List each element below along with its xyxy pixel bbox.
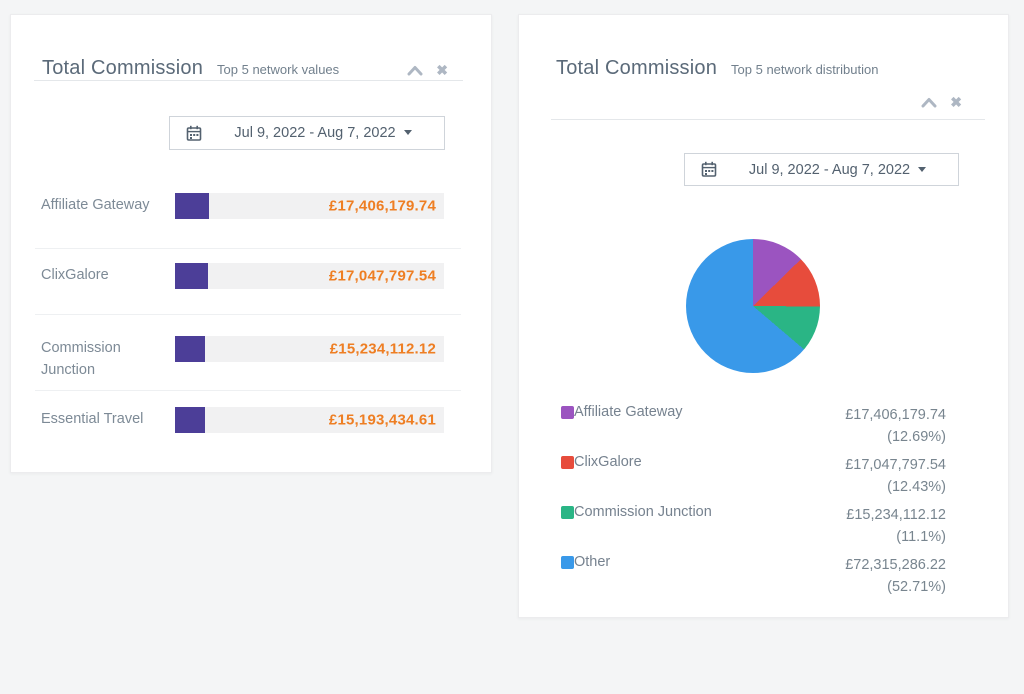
pie-chart [686,239,820,373]
legend-swatch [561,456,574,469]
bar-category-label: Affiliate Gateway [41,197,150,213]
legend-value: £17,406,179.74 [845,407,946,423]
legend-row: Other £72,315,286.22 (52.71%) [561,554,946,598]
header-divider [551,119,985,120]
close-icon[interactable]: ✖ [436,62,448,78]
legend-percent: (12.69%) [887,429,946,445]
bar-row: ClixGalore £17,047,797.54 [41,263,444,289]
legend-label: Commission Junction [574,504,712,520]
legend-label: Affiliate Gateway [574,404,683,420]
bar-fill [175,407,205,433]
bar-value: £15,234,112.12 [329,340,436,358]
legend-values: £17,406,179.74 (12.69%) [845,404,946,448]
legend-swatch [561,406,574,419]
card-header: Total Commission Top 5 network distribut… [556,57,878,80]
bar-track: £15,193,434.61 [175,407,444,433]
legend-row: Affiliate Gateway £17,406,179.74 (12.69%… [561,404,946,448]
legend-percent: (12.43%) [887,479,946,495]
legend-value: £15,234,112.12 [846,507,946,523]
legend-key: Affiliate Gateway [561,404,683,421]
bar-value: £17,406,179.74 [328,197,436,215]
legend-key: Other [561,554,610,571]
date-range-value: Jul 9, 2022 - Aug 7, 2022 [717,162,958,178]
bar-fill [175,336,205,362]
bar-row: Affiliate Gateway £17,406,179.74 [41,193,444,219]
card-title: Total Commission [556,57,718,79]
date-range-picker[interactable]: Jul 9, 2022 - Aug 7, 2022 [169,116,445,150]
legend-percent: (11.1%) [896,529,946,545]
legend-label: ClixGalore [574,454,642,470]
date-range-label: Jul 9, 2022 - Aug 7, 2022 [748,161,911,178]
bar-track: £17,406,179.74 [175,193,444,219]
date-range-label: Jul 9, 2022 - Aug 7, 2022 [234,125,396,141]
card-subtitle: Top 5 network distribution [731,62,879,77]
legend-key: ClixGalore [561,454,642,471]
bar-row: Essential Travel £15,193,434.61 [41,407,444,433]
row-separator [35,390,461,391]
bar-category-label: ClixGalore [41,267,109,283]
chevron-up-icon [407,65,423,75]
row-separator [35,314,461,315]
bar-track: £15,234,112.12 [175,336,444,362]
card-title: Total Commission [42,57,204,79]
bar-track: £17,047,797.54 [175,263,444,289]
caret-down-icon [918,166,927,172]
legend-value: £72,315,286.22 [845,557,946,573]
legend-row: ClixGalore £17,047,797.54 (12.43%) [561,454,946,498]
legend-swatch [561,556,574,569]
card-controls: ✖ [407,63,448,77]
bar-row: Commission Junction £15,234,112.12 [41,336,444,381]
collapse-button[interactable] [407,65,423,76]
card-header: Total Commission Top 5 network values [42,57,339,80]
legend-row: Commission Junction £15,234,112.12 (11.1… [561,504,946,548]
chevron-up-icon [921,97,937,107]
close-icon[interactable]: ✖ [950,94,962,110]
bar-fill [175,193,210,219]
calendar-icon [186,125,202,142]
row-separator [35,248,461,249]
total-commission-values-card: Total Commission Top 5 network values ✖ [10,14,492,473]
bar-fill [175,263,209,289]
legend-label: Other [574,554,611,570]
collapse-button[interactable] [921,97,937,108]
legend-values: £17,047,797.54 (12.43%) [845,454,946,498]
legend-value: £17,047,797.54 [845,457,946,473]
card-controls: ✖ [921,95,962,109]
date-range-value: Jul 9, 2022 - Aug 7, 2022 [202,125,444,141]
legend-swatch [561,506,574,519]
date-range-picker[interactable]: Jul 9, 2022 - Aug 7, 2022 [684,153,959,186]
legend-key: Commission Junction [561,504,712,521]
bar-category-label: Essential Travel [41,411,144,427]
card-subtitle: Top 5 network values [217,62,340,77]
bar-category-label: Commission Junction [41,340,121,378]
legend-values: £15,234,112.12 (11.1%) [846,504,946,548]
bar-value: £15,193,434.61 [328,411,436,429]
bar-value: £17,047,797.54 [328,267,436,285]
header-divider [34,80,463,81]
legend-percent: (52.71%) [887,579,946,595]
legend-values: £72,315,286.22 (52.71%) [845,554,946,598]
total-commission-distribution-card: Total Commission Top 5 network distribut… [518,14,1009,618]
caret-down-icon [403,130,412,135]
calendar-icon [701,161,717,178]
